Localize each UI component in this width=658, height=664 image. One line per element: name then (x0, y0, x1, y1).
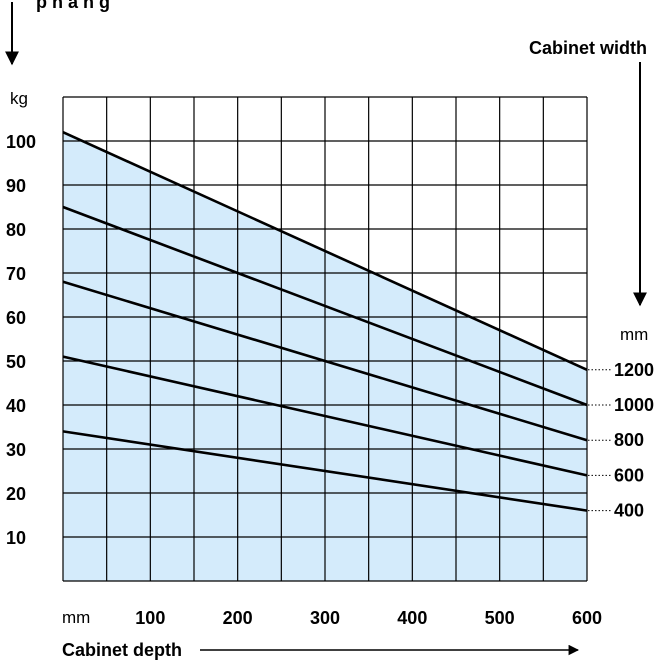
ylabel-fragment: p n a h g (36, 0, 110, 12)
x-tick-label: 500 (485, 608, 515, 628)
y-tick-label: 70 (6, 264, 26, 284)
series-lines (62, 131, 588, 512)
x-tick-label: 400 (397, 608, 427, 628)
y-tick-label: 30 (6, 440, 26, 460)
legend-label-1200: 1200 (614, 360, 654, 380)
series-line-600 (62, 355, 588, 477)
y-tick-label: 40 (6, 396, 26, 416)
series-line-400 (62, 430, 588, 512)
series-line-1200 (62, 131, 588, 371)
x-tick-label: 200 (223, 608, 253, 628)
legend-label-400: 400 (614, 501, 644, 521)
legend-label-800: 800 (614, 430, 644, 450)
y-tick-label: 60 (6, 308, 26, 328)
y-tick-label: 100 (6, 132, 36, 152)
legend-label-1000: 1000 (614, 395, 654, 415)
legend-label-600: 600 (614, 465, 644, 485)
y-tick-label: 20 (6, 484, 26, 504)
y-unit-label: kg (10, 89, 28, 108)
legend-entries: 1200 1000 800 600 400 (588, 360, 654, 521)
legend-title: Cabinet width (529, 38, 647, 58)
x-tick-label: 300 (310, 608, 340, 628)
x-tick-labels: 100 200 300 400 500 600 (135, 608, 602, 628)
legend-unit: mm (620, 325, 648, 344)
y-tick-label: 10 (6, 528, 26, 548)
y-tick-labels: 100 90 80 70 60 50 40 30 20 10 (6, 132, 36, 548)
x-tick-label: 600 (572, 608, 602, 628)
y-tick-label: 90 (6, 176, 26, 196)
y-tick-label: 50 (6, 352, 26, 372)
y-tick-label: 80 (6, 220, 26, 240)
x-unit-label: mm (62, 608, 90, 627)
series-line-800 (62, 280, 588, 442)
x-tick-label: 100 (135, 608, 165, 628)
x-axis-title: Cabinet depth (62, 640, 182, 660)
series-line-1000 (62, 205, 588, 407)
